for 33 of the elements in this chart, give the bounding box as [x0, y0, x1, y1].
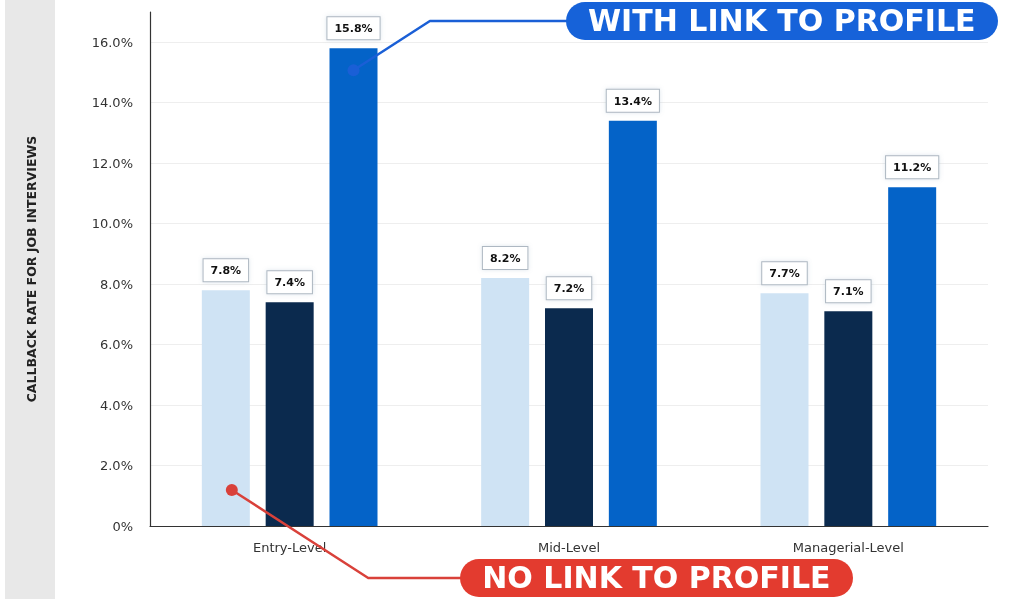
data-label: 7.2% — [553, 282, 585, 296]
data-label: 15.8% — [334, 22, 373, 36]
y-tick-label: 2.0% — [99, 458, 133, 474]
x-tick-label: Managerial-Level — [792, 540, 904, 555]
bar — [824, 311, 873, 526]
bar — [545, 308, 593, 526]
bar — [760, 293, 809, 526]
bar — [481, 278, 530, 526]
y-tick-label: 8.0% — [99, 276, 133, 292]
y-tick-label: 10.0% — [91, 216, 133, 232]
data-label: 7.4% — [274, 276, 305, 290]
x-tick-label: Mid-Level — [537, 540, 601, 555]
bar — [329, 48, 378, 526]
y-tick-label: 12.0% — [91, 155, 133, 171]
y-tick-label: 4.0% — [99, 397, 133, 413]
y-tick-label: 16.0% — [91, 34, 133, 50]
data-label: 7.1% — [833, 285, 864, 299]
data-label: 7.8% — [210, 264, 242, 278]
bar — [888, 187, 937, 526]
data-label: 8.2% — [489, 252, 521, 266]
y-axis-title: CALLBACK RATE FOR JOB INTERVIEWS — [24, 135, 39, 403]
bar — [265, 302, 314, 526]
series-label: NO LINK TO PROFILE — [460, 559, 853, 597]
data-label: 7.7% — [769, 267, 800, 281]
y-tick-label: 6.0% — [99, 337, 133, 353]
data-label: 11.2% — [893, 161, 932, 175]
x-tick-label: Entry-Level — [252, 540, 327, 555]
bar — [608, 120, 657, 526]
data-label: 13.4% — [613, 94, 652, 108]
bar — [201, 290, 250, 526]
y-tick-label: 0% — [112, 518, 133, 534]
text: WITH LINK TO PROFILE — [566, 2, 998, 40]
y-tick-label: 14.0% — [91, 95, 133, 111]
